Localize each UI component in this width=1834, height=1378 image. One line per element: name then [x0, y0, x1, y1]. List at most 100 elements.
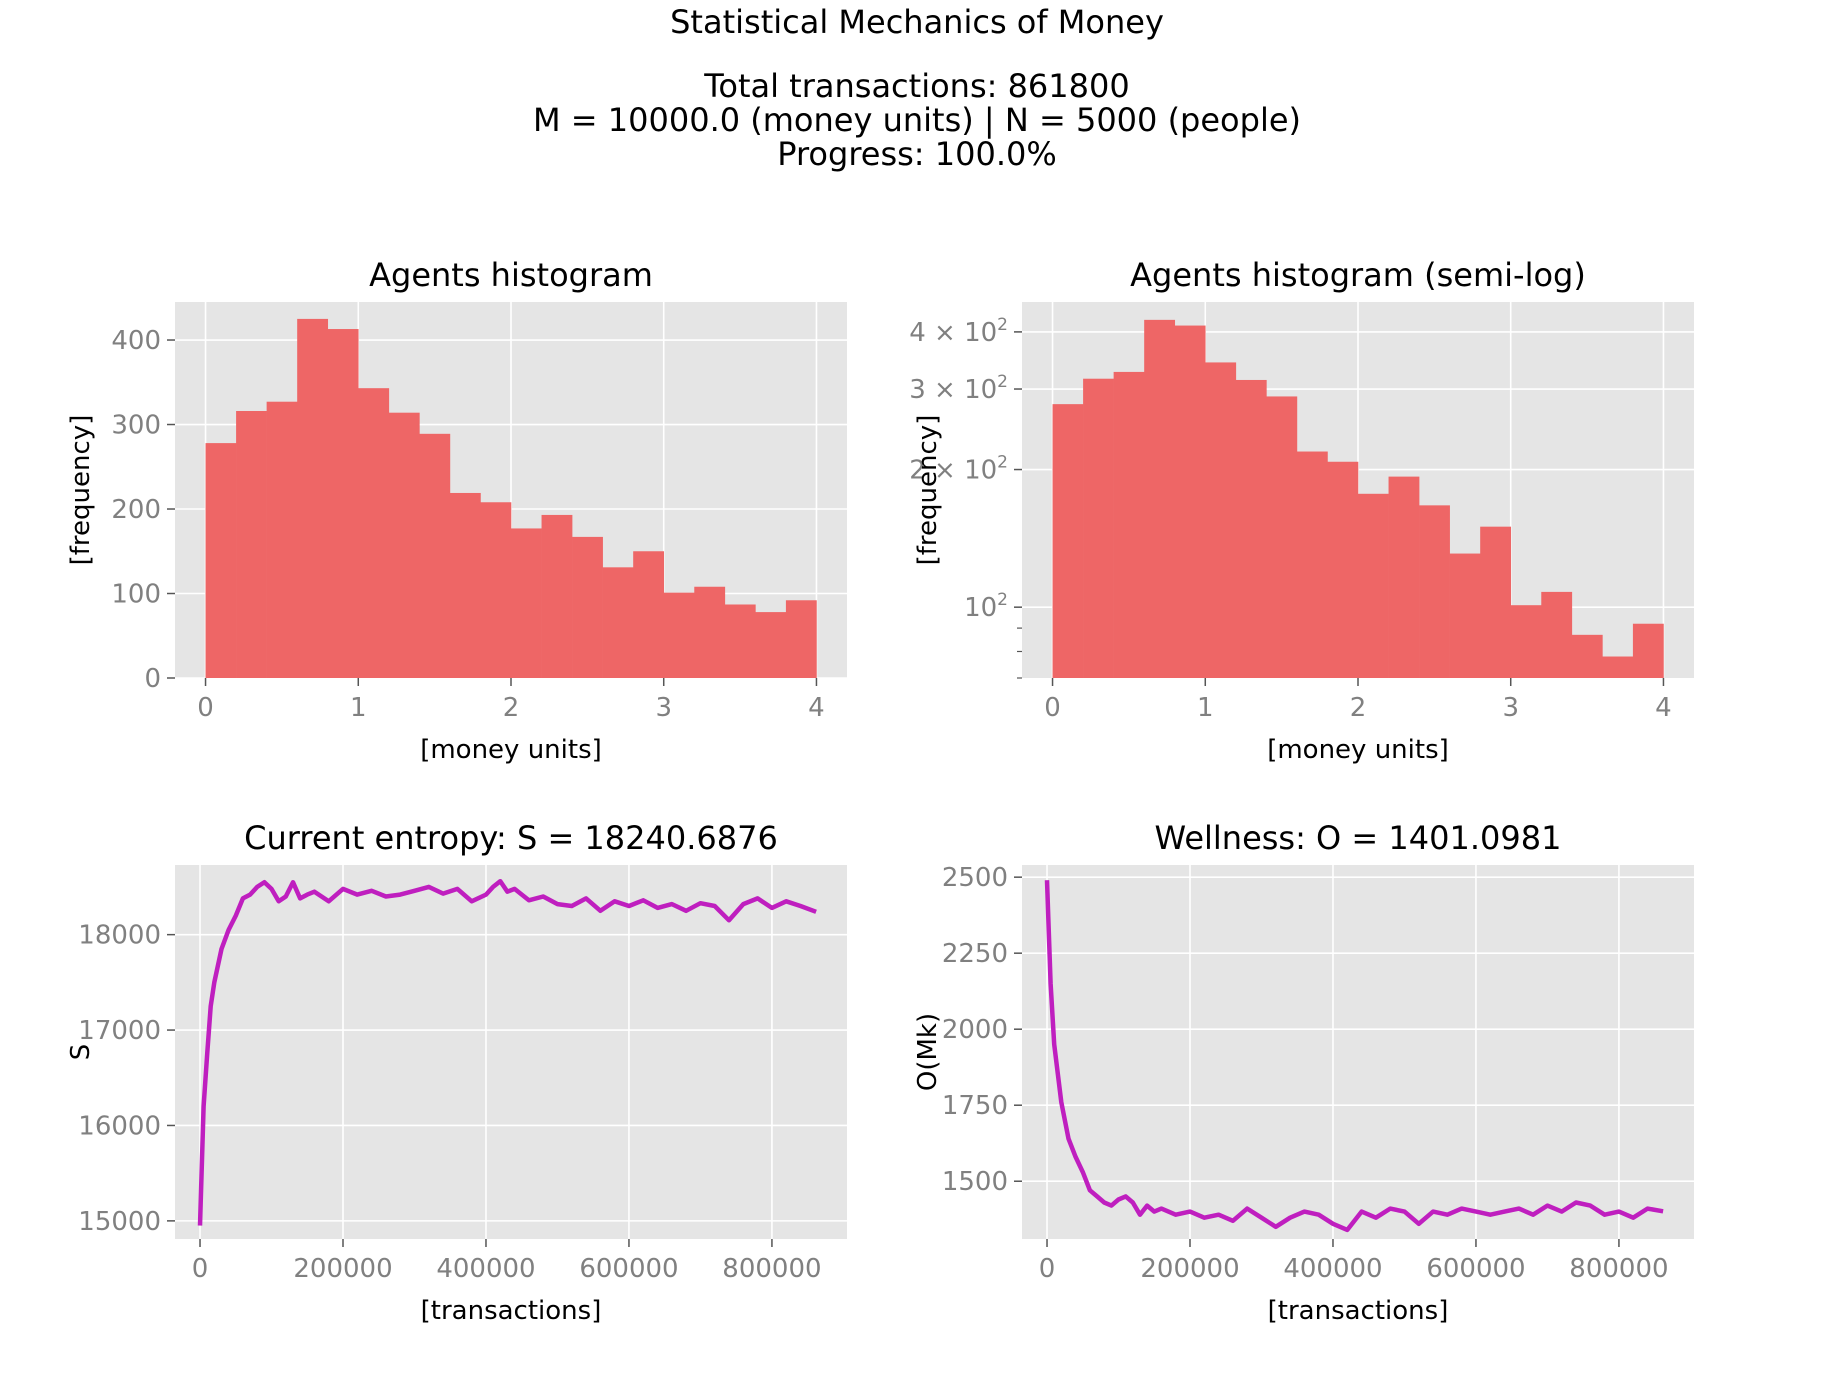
x-tick-label: 800000: [722, 1254, 821, 1284]
y-tick-label: 2500: [942, 863, 1008, 893]
histogram-bar: [266, 401, 298, 678]
histogram-bar: [785, 600, 817, 678]
y-tick-label: 0: [144, 664, 161, 694]
y-axis-label: O(Mk): [913, 1013, 943, 1091]
histogram-bar: [602, 567, 634, 678]
x-tick-label: 4: [1655, 693, 1672, 723]
y-tick-label: 18000: [78, 921, 161, 951]
histogram-bar: [1174, 325, 1206, 678]
histogram-bar: [236, 410, 267, 678]
histogram-bar: [1571, 634, 1603, 678]
x-tick-label: 800000: [1569, 1254, 1668, 1284]
histogram-bar: [419, 433, 451, 678]
y-tick-label: 4 × 102: [909, 315, 1008, 348]
total-transactions-text: Total transactions: 861800: [704, 67, 1130, 105]
x-tick-label: 600000: [579, 1254, 678, 1284]
series-line: [1044, 880, 1664, 1233]
y-tick-label: 1500: [942, 1167, 1008, 1197]
histogram-bar: [1632, 623, 1664, 678]
histogram-bar: [1327, 461, 1359, 678]
x-tick-label: 600000: [1426, 1254, 1525, 1284]
y-axis-label: [frequency]: [913, 415, 943, 566]
histogram-bar: [1266, 396, 1298, 678]
histogram-bar: [511, 528, 542, 678]
x-axis-label: [transactions]: [421, 1296, 602, 1326]
x-tick-label: 1: [1197, 693, 1214, 723]
x-axis-label: [money units]: [1267, 735, 1449, 765]
y-tick-label: 200: [111, 495, 161, 525]
histogram-bar: [1083, 378, 1114, 678]
y-tick-label: 2 × 102: [909, 453, 1008, 486]
y-tick-label: 16000: [78, 1111, 161, 1141]
histogram-bar: [327, 329, 359, 678]
histogram-bar: [1449, 553, 1481, 678]
histogram-bar: [633, 551, 665, 678]
series-line: [197, 878, 817, 1226]
histogram-bar: [205, 443, 237, 678]
y-tick-label: 3 × 102: [909, 372, 1008, 405]
histogram-bar: [358, 388, 390, 678]
y-tick-label: 15000: [78, 1207, 161, 1237]
histogram-bar: [1296, 451, 1328, 678]
x-tick-label: 0: [1044, 693, 1061, 723]
histogram-bar: [388, 412, 420, 678]
histogram-bar: [1113, 371, 1145, 678]
chart-title: Wellness: O = 1401.0981: [1155, 819, 1562, 857]
y-tick-label: 1750: [942, 1091, 1008, 1121]
x-tick-label: 0: [192, 1254, 209, 1284]
histogram-bar: [1052, 404, 1084, 678]
x-tick-label: 0: [197, 693, 214, 723]
chart-panel-1: 0 1 2 3 4 0 100 200 300 400 Agents histogram [money…: [66, 256, 847, 765]
parameters-text: M = 10000.0 (money units) | N = 5000 (pe…: [533, 101, 1301, 139]
x-tick-label: 4: [808, 693, 825, 723]
y-tick-label: 400: [111, 326, 161, 356]
histogram-bar: [297, 318, 329, 678]
histogram-bar: [1419, 505, 1450, 678]
figure-title: Statistical Mechanics of Money: [670, 3, 1164, 41]
x-tick-label: 1: [350, 693, 367, 723]
y-tick-label: 102: [964, 590, 1008, 623]
histogram-bar: [663, 592, 695, 678]
histogram-bar: [1358, 493, 1389, 678]
y-tick-label: 300: [111, 411, 161, 441]
histogram-bar: [1602, 656, 1634, 678]
histogram-bar: [1480, 526, 1512, 678]
histogram-bar: [755, 612, 787, 678]
x-axis-label: [transactions]: [1268, 1296, 1449, 1326]
y-tick-label: 2250: [942, 939, 1008, 969]
histogram-bar: [572, 536, 603, 678]
y-axis-label: S: [66, 1044, 96, 1061]
x-tick-label: 3: [1502, 693, 1519, 723]
histogram-bar: [1205, 362, 1237, 678]
plot-background: [175, 865, 847, 1239]
chart-title: Agents histogram (semi-log): [1130, 256, 1586, 294]
x-axis-label: [money units]: [420, 735, 602, 765]
plot-background: [1022, 865, 1694, 1239]
histogram-bar: [1144, 319, 1176, 678]
progress-text: Progress: 100.0%: [777, 135, 1057, 173]
chart-panel-4: 0 200000 400000 600000 800000 1500 1750 2000 225…: [913, 819, 1694, 1326]
histogram-bar: [1235, 379, 1267, 678]
histogram-bar: [541, 514, 573, 678]
x-tick-label: 0: [1039, 1254, 1056, 1284]
x-tick-label: 200000: [293, 1254, 392, 1284]
histogram-bar: [480, 502, 512, 678]
histogram-bar: [449, 492, 481, 678]
x-tick-label: 400000: [436, 1254, 535, 1284]
histogram-bar: [694, 586, 726, 678]
histogram-bar: [1541, 591, 1573, 678]
x-tick-label: 2: [1350, 693, 1367, 723]
x-tick-label: 400000: [1283, 1254, 1382, 1284]
chart-title: Current entropy: S = 18240.6876: [244, 819, 778, 857]
y-tick-label: 2000: [942, 1015, 1008, 1045]
x-tick-label: 3: [655, 693, 672, 723]
histogram-bar: [1388, 476, 1420, 678]
chart-panel-2: 0 1 2 3 4 102 2 × 102 3 × 102 4 × 102 Agents hist…: [909, 256, 1694, 765]
x-tick-label: 2: [503, 693, 520, 723]
histogram-bar: [1510, 605, 1542, 678]
y-tick-label: 17000: [78, 1016, 161, 1046]
chart-title: Agents histogram: [369, 256, 653, 294]
x-tick-label: 200000: [1140, 1254, 1239, 1284]
histogram-bar: [724, 604, 756, 678]
